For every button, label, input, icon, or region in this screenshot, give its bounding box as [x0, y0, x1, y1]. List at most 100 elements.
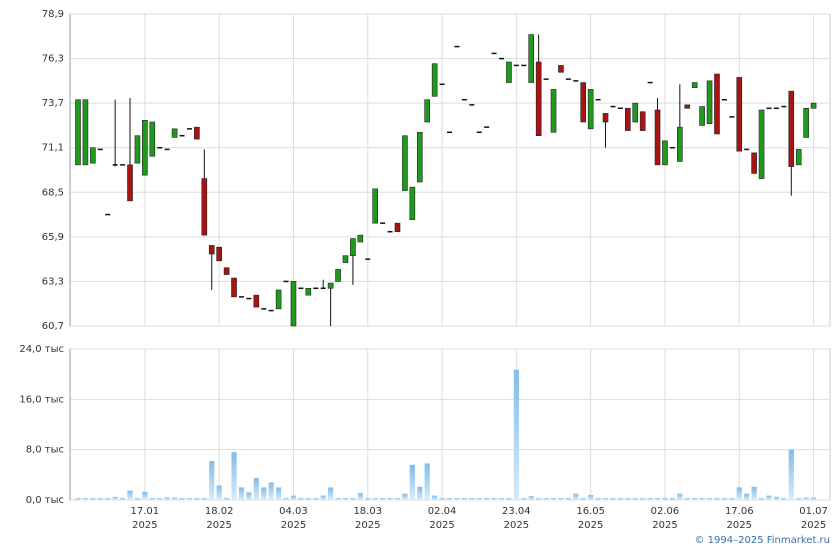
volume-bar [558, 498, 564, 500]
candle-body [654, 109, 661, 166]
candle-body [803, 107, 809, 138]
candle-body [506, 61, 512, 83]
volume-bar [134, 498, 141, 500]
volume-bar [662, 498, 668, 500]
candle-body [476, 131, 482, 134]
candle-body [751, 152, 757, 174]
candle-body [565, 78, 571, 80]
volume-bar [186, 498, 193, 500]
volume-bar [498, 498, 505, 500]
volume-bar [82, 498, 89, 500]
candle-body [662, 140, 668, 166]
y-tick-label: 24,0 тыс [19, 344, 64, 355]
y-tick-label: 65,9 [42, 232, 64, 243]
candle-body [714, 73, 720, 135]
candle-body [216, 246, 222, 262]
candle-body [394, 222, 401, 233]
y-tick-label: 63,3 [42, 276, 64, 287]
volume-bar [432, 495, 438, 500]
volume-bar [796, 498, 802, 500]
volume-bar [469, 498, 475, 500]
volume-bar [365, 498, 371, 500]
candle-body [75, 99, 81, 166]
volume-bar [714, 498, 720, 500]
volume-bar [543, 498, 549, 500]
copyright-link[interactable]: © 1994–2025 Finmarket.ru [694, 535, 830, 546]
candle-body [431, 63, 438, 97]
volume-bar [290, 495, 297, 500]
volume-bar [684, 498, 690, 500]
candle-body [157, 146, 163, 149]
volume-bar [238, 487, 245, 500]
candle-body [647, 81, 653, 84]
x-tick-label: 01.07 2025 [799, 506, 828, 531]
volume-bar [588, 494, 594, 500]
candle-body [171, 128, 178, 138]
volume-bar [677, 493, 683, 500]
candle-body [513, 64, 519, 67]
candle-body [380, 222, 386, 224]
volume-bar [476, 498, 482, 500]
volume-bar [328, 487, 334, 500]
candle-body [305, 287, 312, 296]
volume-bar [810, 497, 817, 500]
candle-body [632, 102, 639, 123]
x-tick-label: 18.03 2025 [353, 506, 383, 531]
candle-body [357, 234, 364, 243]
candle-body [298, 287, 304, 290]
candle-body [105, 213, 111, 216]
volume-bar [788, 449, 794, 500]
volume-bar [276, 487, 282, 500]
candle-body [261, 308, 267, 310]
volume-bar [706, 498, 713, 500]
volume-bar [744, 493, 750, 500]
volume-bar [320, 495, 326, 500]
volume-bar [313, 498, 319, 500]
candle-body [595, 98, 601, 101]
x-tick-label: 23.04 2025 [502, 506, 531, 531]
volume-bar [342, 498, 349, 500]
candle-body [447, 131, 452, 134]
candle-body [625, 107, 631, 131]
candle-body [342, 255, 349, 263]
candle-body [223, 267, 230, 275]
y-tick-label: 0,0 тыс [26, 495, 64, 506]
y-tick-label: 60,7 [42, 321, 64, 332]
y-tick-label: 78,9 [42, 9, 64, 20]
candle-body [573, 80, 579, 82]
candle-body [275, 289, 282, 310]
volume-bar [372, 498, 378, 500]
candle-body [469, 104, 475, 106]
volume-bar [647, 498, 653, 500]
volume-bar [521, 498, 527, 500]
candle-body [810, 102, 817, 109]
candle-body [164, 148, 170, 151]
candle-body [327, 282, 334, 289]
volume-bar [721, 498, 728, 500]
volume-bar [335, 498, 341, 500]
volume-bar [246, 492, 252, 500]
candle-body [580, 82, 587, 123]
candle-body [550, 89, 557, 133]
volume-bar [565, 498, 571, 500]
volume-bar [803, 497, 809, 500]
volume-bar [224, 498, 230, 500]
candle-body [461, 98, 467, 101]
volume-bar [231, 452, 237, 500]
candle-body [424, 99, 431, 123]
volume-bar [283, 498, 289, 500]
candle-body [721, 98, 727, 101]
candle-body [439, 83, 445, 86]
candle-body [365, 258, 371, 260]
volume-bar [580, 498, 586, 500]
volume-bar [654, 498, 661, 500]
candle-body [283, 280, 289, 283]
volume-bar [528, 496, 534, 500]
volume-bar [602, 498, 609, 500]
candle-body [617, 107, 623, 110]
volume-bar [781, 498, 787, 500]
candle-body [744, 148, 750, 151]
volume-bar [164, 497, 170, 500]
volume-bar [424, 463, 430, 500]
